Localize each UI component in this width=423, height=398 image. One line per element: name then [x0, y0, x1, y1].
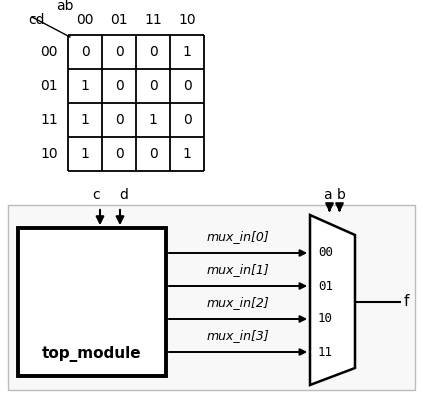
Text: 10: 10	[40, 147, 58, 161]
Text: 10: 10	[318, 312, 333, 326]
Text: mux_in[1]: mux_in[1]	[206, 263, 269, 276]
Text: 11: 11	[40, 113, 58, 127]
Text: 10: 10	[178, 13, 196, 27]
Text: 1: 1	[183, 147, 192, 161]
Text: 01: 01	[40, 79, 58, 93]
Text: 1: 1	[80, 79, 89, 93]
Text: 0: 0	[115, 45, 124, 59]
Bar	[8, 205, 415, 390]
Bar	[18, 228, 166, 376]
Text: 11: 11	[144, 13, 162, 27]
Text: ab: ab	[56, 0, 74, 13]
Text: top_module: top_module	[42, 346, 142, 362]
Text: 0: 0	[148, 45, 157, 59]
Text: mux_in[3]: mux_in[3]	[206, 329, 269, 342]
Text: 00: 00	[41, 45, 58, 59]
Text: mux_in[0]: mux_in[0]	[206, 230, 269, 243]
Text: 0: 0	[183, 113, 191, 127]
Text: 11: 11	[318, 345, 333, 359]
Text: 0: 0	[115, 79, 124, 93]
Text: f: f	[404, 294, 409, 309]
Text: 0: 0	[81, 45, 89, 59]
Text: 01: 01	[110, 13, 128, 27]
Text: a b: a b	[324, 188, 346, 202]
Text: cd: cd	[28, 13, 44, 27]
Text: 1: 1	[80, 147, 89, 161]
Text: 1: 1	[183, 45, 192, 59]
Text: 0: 0	[115, 147, 124, 161]
Text: 0: 0	[115, 113, 124, 127]
Text: d: d	[120, 188, 129, 202]
Text: 00: 00	[76, 13, 94, 27]
Text: 0: 0	[183, 79, 191, 93]
Text: 00: 00	[318, 246, 333, 259]
Text: 1: 1	[80, 113, 89, 127]
Text: 0: 0	[148, 79, 157, 93]
Text: 01: 01	[318, 279, 333, 293]
Text: mux_in[2]: mux_in[2]	[206, 296, 269, 309]
Text: 1: 1	[148, 113, 157, 127]
Text: c: c	[92, 188, 100, 202]
Text: 0: 0	[148, 147, 157, 161]
Polygon shape	[310, 215, 355, 385]
